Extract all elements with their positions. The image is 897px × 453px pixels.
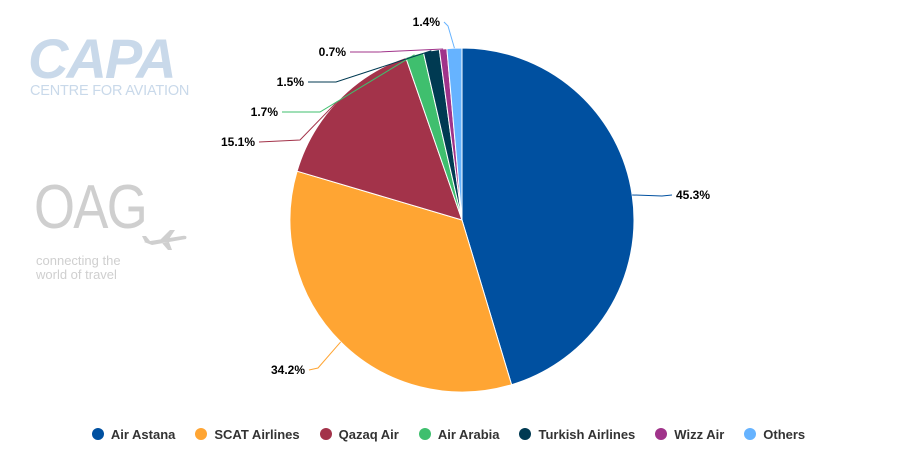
legend-label-air-arabia: Air Arabia [437, 426, 500, 442]
data-label-qazaq-air: 15.1% [221, 135, 255, 149]
leader-line-others [443, 21, 455, 49]
legend-marker-turkish-airlines [519, 428, 532, 440]
legend-label-qazaq-air: Qazaq Air [338, 426, 399, 442]
leader-line-qazaq-air [258, 100, 338, 143]
chart-legend: Air Astana SCAT Airlines Qazaq Air Air Arab… [0, 424, 897, 444]
data-label-turkish-airlines: 1.5% [277, 75, 305, 89]
legend-label-wizz-air: Wizz Air [674, 426, 725, 442]
airplane-icon [142, 230, 187, 250]
legend-marker-others [744, 428, 757, 440]
data-label-wizz-air: 0.7% [319, 45, 347, 59]
oag-logo-tagline: connecting the world of travel [36, 254, 121, 282]
legend-marker-air-arabia [418, 428, 431, 440]
oag-logo-wordmark: OAG [34, 173, 148, 242]
leader-line-scat-airlines [308, 341, 342, 371]
capa-logo-subtitle: CENTRE FOR AVIATION [30, 83, 190, 99]
capa-logo: CAPA CENTRE FOR AVIATION [28, 27, 238, 100]
pie-slice-scat-airlines[interactable] [289, 170, 513, 393]
legend-marker-scat-airlines [195, 428, 208, 440]
legend-label-air-astana: Air Astana [110, 426, 176, 442]
oag-logo: OAG connecting the world of travel [34, 176, 194, 288]
leader-line-wizz-air [350, 48, 444, 53]
capa-logo-wordmark: CAPA [28, 27, 177, 90]
legend-label-turkish-airlines: Turkish Airlines [538, 426, 636, 442]
pie-slice-others[interactable] [446, 47, 463, 221]
pie-slices [289, 47, 635, 393]
legend-marker-qazaq-air [319, 428, 332, 440]
data-label-air-arabia: 1.7% [251, 105, 279, 119]
leader-line-air-astana [632, 194, 673, 197]
oag-tagline-line-2: world of travel [36, 267, 117, 282]
legend-marker-air-astana [91, 428, 104, 440]
data-label-air-astana: 45.3% [676, 188, 710, 202]
legend-item-qazaq-air[interactable]: Qazaq Air [319, 424, 399, 444]
legend-item-turkish-airlines[interactable]: Turkish Airlines [519, 424, 635, 444]
legend-label-scat-airlines: SCAT Airlines [214, 426, 300, 442]
leader-line-turkish-airlines [308, 50, 432, 83]
legend-item-air-arabia[interactable]: Air Arabia [418, 424, 500, 444]
legend-item-wizz-air[interactable]: Wizz Air [655, 424, 724, 444]
legend-label-others: Others [763, 426, 806, 442]
legend-marker-wizz-air [655, 428, 668, 440]
pie-slice-air-astana[interactable] [461, 47, 635, 386]
leader-line-air-arabia [282, 54, 415, 113]
pie-data-labels: 45.3% 34.2% 15.1% 1.7% 1.5% 0.7% 1.4% [221, 15, 710, 377]
legend-item-others[interactable]: Others [744, 424, 805, 444]
legend-item-air-astana[interactable]: Air Astana [91, 424, 176, 444]
data-label-others: 1.4% [413, 15, 441, 29]
oag-tagline-line-1: connecting the [36, 253, 121, 268]
legend-item-scat-airlines[interactable]: SCAT Airlines [195, 424, 300, 444]
data-label-scat-airlines: 34.2% [271, 363, 305, 377]
pie-leader-lines [258, 21, 673, 371]
